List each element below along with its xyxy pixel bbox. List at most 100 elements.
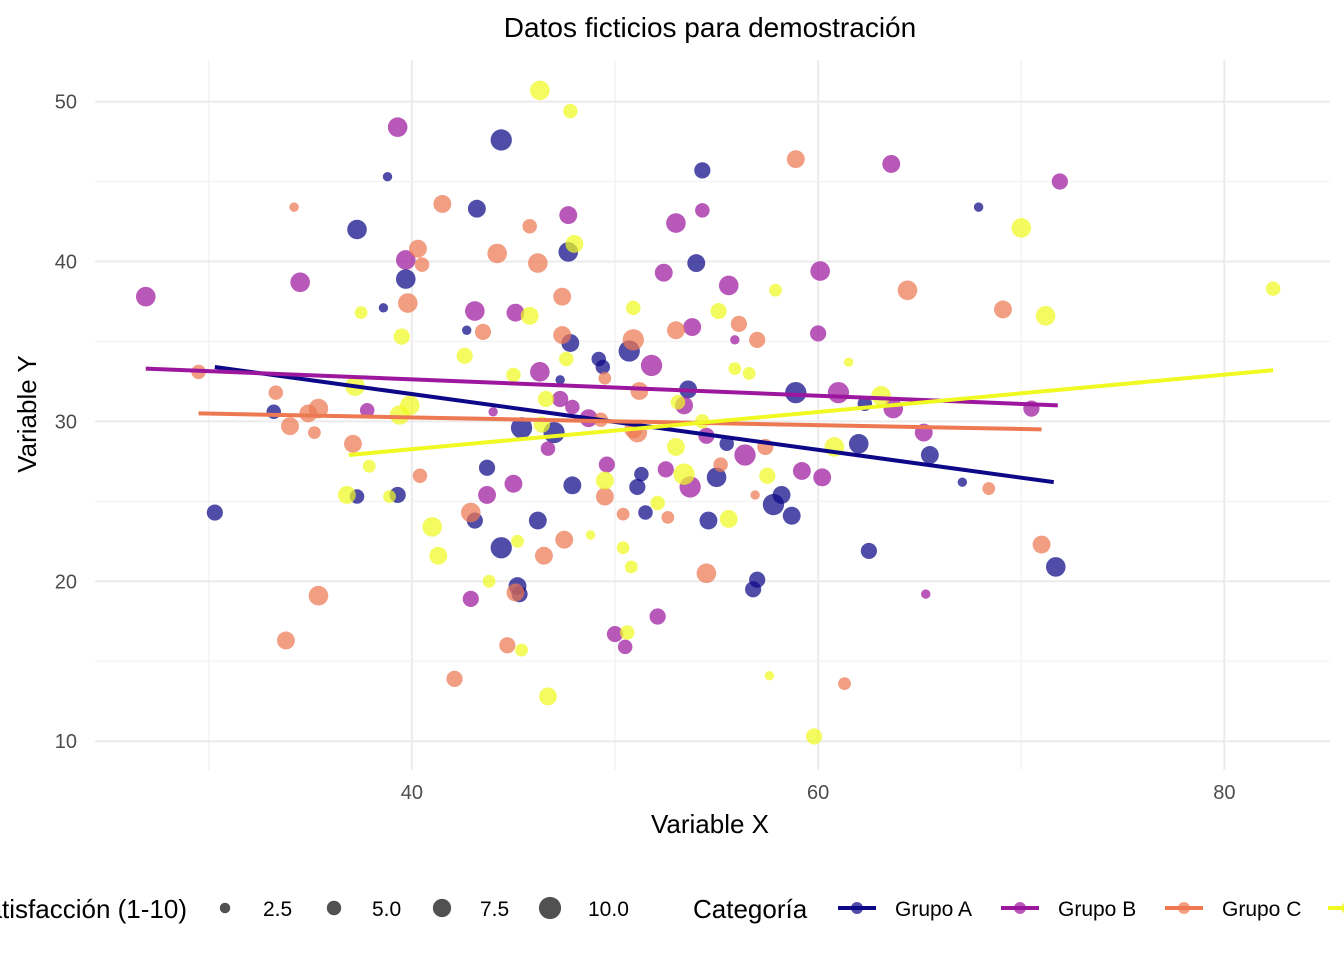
data-point — [654, 263, 673, 282]
data-point — [1265, 281, 1281, 296]
data-point — [506, 583, 525, 602]
data-point — [595, 487, 614, 506]
data-point — [559, 351, 574, 367]
data-point — [629, 478, 646, 496]
data-point — [276, 631, 295, 650]
data-point — [792, 462, 811, 480]
size-legend-label: 10.0 — [588, 898, 629, 921]
data-point — [289, 202, 299, 212]
data-point — [640, 354, 663, 377]
data-point — [490, 129, 512, 151]
data-point — [696, 563, 717, 584]
data-point — [474, 323, 492, 340]
data-point — [553, 326, 572, 344]
data-point — [673, 463, 695, 485]
data-point — [622, 329, 644, 351]
data-point — [488, 407, 498, 417]
data-point — [734, 444, 756, 466]
x-axis-ticks: 40 60 80 — [401, 782, 1236, 804]
data-point — [462, 325, 472, 335]
data-point — [638, 505, 653, 520]
color-legend-title: Categoría — [693, 894, 808, 924]
data-point — [522, 219, 537, 234]
size-legend-label: 2.5 — [263, 898, 292, 921]
data-point — [982, 482, 996, 495]
data-point — [871, 386, 891, 406]
data-point — [695, 203, 710, 218]
data-point — [749, 331, 766, 348]
data-point — [511, 534, 524, 548]
data-point — [559, 206, 578, 225]
data-point — [290, 272, 310, 293]
data-point — [670, 394, 686, 410]
legend: Satisfacción (1-10) 2.5 5.0 7.5 10.0 Catego… — [0, 894, 1344, 924]
data-point — [1035, 306, 1056, 326]
y-axis-ticks: 10 20 30 40 50 — [55, 92, 77, 754]
color-legend-dot — [1014, 902, 1026, 914]
data-point — [307, 426, 321, 439]
data-point — [337, 486, 356, 504]
data-point — [460, 502, 481, 523]
grid — [95, 60, 1330, 770]
data-point — [504, 474, 523, 493]
trend-lines — [145, 365, 1274, 485]
data-point — [764, 670, 775, 681]
data-point — [634, 466, 649, 482]
size-legend-label: 7.5 — [480, 898, 509, 921]
color-legend-dot — [851, 902, 863, 914]
data-point — [552, 390, 569, 408]
data-point — [409, 239, 427, 258]
data-point — [619, 625, 635, 640]
data-point — [810, 325, 827, 342]
data-point — [782, 506, 801, 525]
data-point — [973, 202, 984, 212]
data-point — [354, 306, 368, 320]
data-point — [719, 509, 738, 528]
y-tick-label: 20 — [55, 571, 77, 593]
data-point — [462, 590, 479, 607]
data-point — [1011, 218, 1032, 238]
data-point — [563, 476, 582, 495]
data-point — [762, 493, 785, 516]
data-point — [666, 213, 686, 233]
color-legend-label: Grupo A — [895, 898, 972, 921]
data-point — [694, 162, 711, 179]
data-point — [585, 530, 596, 540]
data-point — [786, 150, 805, 169]
data-point — [530, 80, 550, 101]
trend-line — [348, 368, 1274, 457]
color-legend-dot — [1178, 902, 1190, 914]
data-point — [362, 459, 376, 473]
x-axis-title: Variable X — [651, 809, 769, 839]
data-point — [710, 302, 727, 320]
data-point — [666, 321, 685, 340]
data-point — [813, 468, 832, 487]
data-point — [626, 300, 641, 316]
size-legend-key — [219, 902, 231, 914]
data-point — [308, 585, 329, 606]
data-point — [537, 390, 555, 408]
data-point — [520, 306, 539, 325]
data-point — [515, 643, 528, 657]
data-point — [719, 436, 734, 452]
data-point — [433, 194, 452, 213]
data-point — [378, 303, 389, 313]
points-layer — [135, 80, 1281, 745]
data-point — [1051, 173, 1068, 190]
trend-line — [145, 366, 1058, 408]
x-tick-label: 60 — [807, 782, 829, 804]
data-point — [606, 625, 624, 643]
chart-title: Datos ficticios para demostración — [504, 12, 916, 43]
color-legend-label: Grupo B — [1058, 898, 1136, 921]
data-point — [718, 275, 739, 296]
data-point — [553, 287, 572, 306]
trend-line — [214, 365, 1055, 485]
data-point — [598, 371, 612, 385]
data-point — [478, 459, 496, 476]
size-legend-title: Satisfacción (1-10) — [0, 894, 187, 924]
data-point — [429, 546, 448, 565]
data-point — [490, 537, 512, 559]
data-point — [759, 467, 776, 484]
data-point — [456, 347, 473, 364]
